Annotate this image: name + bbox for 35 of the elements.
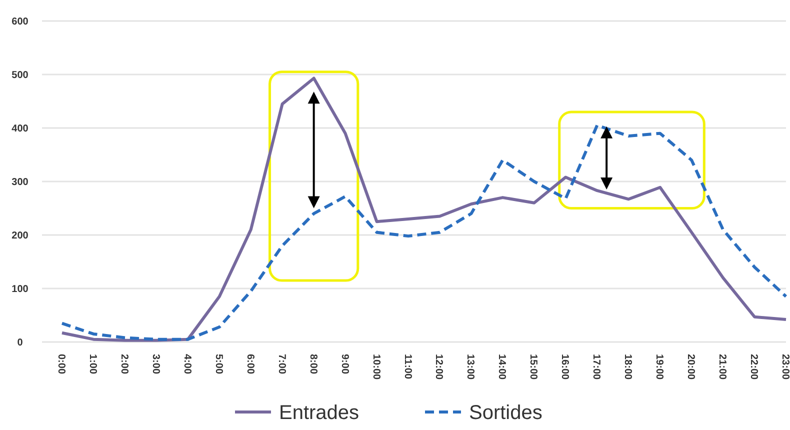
x-tick-label: 9:00 xyxy=(338,354,350,374)
x-tick-label: 1:00 xyxy=(86,354,98,374)
x-tick-label: 7:00 xyxy=(276,354,287,374)
x-tick-label: 11:00 xyxy=(402,354,413,380)
x-tick-label: 3:00 xyxy=(150,354,161,374)
x-tick-label: 4:00 xyxy=(181,354,192,374)
x-tick-label: 0:00 xyxy=(56,354,66,374)
legend-label: Sortides xyxy=(469,402,542,424)
x-tick-label: 15:00 xyxy=(528,354,539,380)
x-tick-label: 23:00 xyxy=(780,354,790,380)
x-tick-label: 19:00 xyxy=(654,354,665,380)
y-tick-label: 100 xyxy=(12,284,29,295)
x-tick-label: 18:00 xyxy=(622,354,634,380)
x-tick-label: 8:00 xyxy=(307,354,318,374)
line-series xyxy=(60,124,788,341)
x-tick-label: 17:00 xyxy=(590,354,602,380)
y-tick-label: 600 xyxy=(12,16,29,28)
x-tick-label: 20:00 xyxy=(685,354,696,380)
x-tick-label: 21:00 xyxy=(716,354,728,380)
x-tick-label: 13:00 xyxy=(464,354,476,380)
x-tick-label: 6:00 xyxy=(244,354,256,374)
x-tick-label: 22:00 xyxy=(748,354,760,380)
x-tick-label: 10:00 xyxy=(370,354,382,380)
x-tick-label: 14:00 xyxy=(496,354,508,380)
y-tick-label: 200 xyxy=(12,230,29,242)
y-tick-label: 500 xyxy=(12,70,29,81)
x-tick-label: 16:00 xyxy=(559,354,570,380)
y-tick-label: 300 xyxy=(12,177,29,188)
x-tick-label: 2:00 xyxy=(118,354,130,374)
legend-label: Entrades xyxy=(279,402,360,424)
line-series xyxy=(60,76,788,342)
y-tick-label: 0 xyxy=(17,338,24,348)
y-tick-label: 400 xyxy=(12,124,29,134)
x-tick-label: 5:00 xyxy=(212,354,224,374)
x-tick-label: 12:00 xyxy=(433,354,444,380)
